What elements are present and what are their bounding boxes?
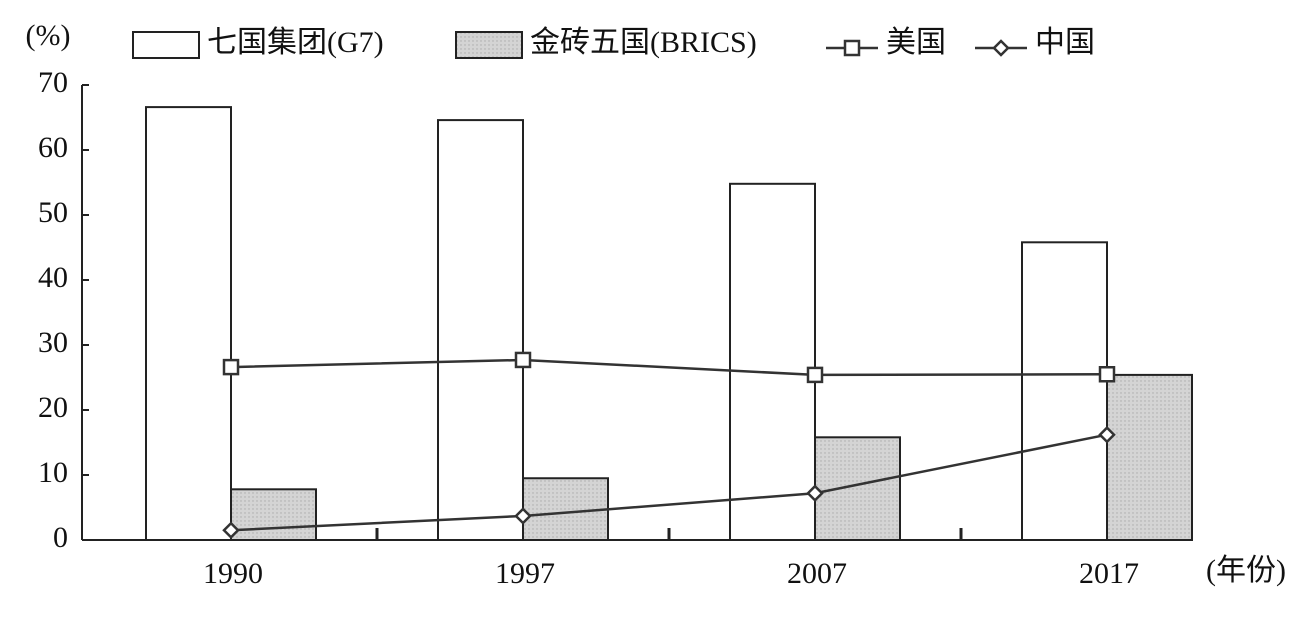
legend-label: 金砖五国(BRICS): [530, 26, 757, 59]
bar: [230, 488, 317, 541]
point: [806, 366, 824, 384]
bar: [1106, 373, 1193, 541]
x-tick-label: 1997: [495, 557, 555, 590]
x-tick-label: 2007: [787, 557, 847, 590]
legend-swatch: [455, 31, 523, 59]
x-tick-label: 1990: [203, 557, 263, 590]
y-axis-label: (%): [26, 19, 71, 52]
y-tick-label: 10: [38, 456, 68, 489]
line: [230, 358, 1108, 377]
y-tick-label: 0: [53, 521, 68, 554]
legend-label: 七国集团(G7): [207, 26, 384, 59]
point: [222, 358, 240, 376]
x-axis-label: (年份): [1206, 554, 1286, 587]
bar: [814, 436, 901, 541]
y-tick-label: 40: [38, 261, 68, 294]
point: [843, 39, 861, 57]
y-tick-label: 20: [38, 391, 68, 424]
point: [992, 39, 1010, 57]
legend-label: 美国: [886, 26, 946, 59]
point: [222, 521, 240, 540]
bar: [729, 182, 816, 542]
bar: [1021, 241, 1108, 542]
legend-swatch: [132, 31, 200, 59]
y-tick-label: 60: [38, 131, 68, 164]
x-tick-label: 2017: [1079, 557, 1139, 590]
point: [1098, 425, 1116, 444]
point: [514, 507, 532, 525]
bar: [437, 119, 524, 541]
y-tick-label: 30: [38, 326, 68, 359]
y-tick-label: 70: [38, 66, 68, 99]
point: [1098, 366, 1116, 383]
legend-label: 中国: [1035, 26, 1095, 59]
bar: [145, 106, 232, 541]
y-tick-label: 50: [38, 196, 68, 229]
point: [806, 484, 824, 502]
line: [230, 433, 1108, 532]
point: [514, 351, 532, 369]
